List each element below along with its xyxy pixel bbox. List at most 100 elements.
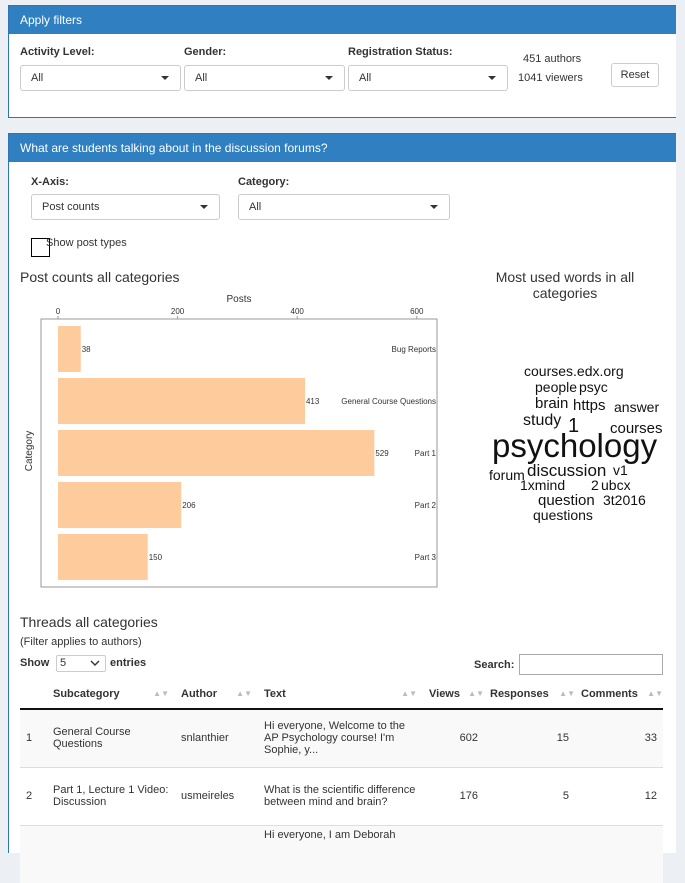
row-index: 2 <box>20 766 47 825</box>
row-text: What is the scientific difference betwee… <box>258 766 423 825</box>
column-header-subcategory[interactable]: Subcategory ▲▼ <box>47 679 175 710</box>
data-label: 529 <box>375 449 389 458</box>
category-label: Part 1 <box>415 449 437 458</box>
column-header-views[interactable]: Views ▲▼ <box>423 679 484 710</box>
word-cloud-word: discussion <box>527 461 607 480</box>
x-axis-select[interactable]: Post counts <box>31 194 220 220</box>
row-index: 1 <box>20 708 47 767</box>
activity-level-select[interactable]: All <box>20 65 181 91</box>
row-author: snlanthier <box>175 708 258 767</box>
word-cloud-word: courses <box>610 420 663 437</box>
viewers-count: 1041 viewers <box>518 72 583 84</box>
row-responses: 15 <box>484 708 575 767</box>
category-label: General Course Questions <box>341 397 436 406</box>
show-post-types-label: Show post types <box>46 237 127 249</box>
table-row[interactable]: 2 Part 1, Lecture 1 Video: Discussion us… <box>20 766 663 825</box>
gender-value: All <box>195 72 208 84</box>
bar-general-course-questions <box>58 378 305 424</box>
sort-icon: ▲▼ <box>559 689 575 698</box>
word-cloud-word: https <box>573 397 606 414</box>
bar-part-1 <box>58 430 375 476</box>
word-cloud-word: questions <box>533 507 593 523</box>
word-cloud-word: 1xmind <box>520 477 566 493</box>
x-axis-title: Posts <box>226 294 251 305</box>
post-counts-chart: Posts 0 200 400 600 Category 38 Bug Reports 413 G… <box>24 294 438 588</box>
chevron-down-icon <box>200 205 208 209</box>
row-comments: 12 <box>575 766 663 825</box>
search-input[interactable] <box>519 654 663 675</box>
word-cloud: courses.edx.org people psyc brain https answe… <box>474 364 674 534</box>
word-cloud-word: people <box>535 379 578 395</box>
row-subcategory: Part 1, Lecture 1 Video: Discussion <box>47 766 175 825</box>
chevron-down-icon <box>90 660 100 666</box>
x-axis-label: X-Axis: <box>31 176 69 188</box>
word-cloud-word: v1 <box>613 462 628 478</box>
entries-select[interactable]: 5 <box>56 655 106 672</box>
y-axis-title: Category <box>24 431 35 472</box>
row-author: usmeireles <box>175 766 258 825</box>
column-header-label: Author <box>181 687 218 700</box>
chevron-down-icon <box>430 205 438 209</box>
filters-header: Apply filters <box>9 6 676 34</box>
word-cloud-word: answer <box>614 399 660 415</box>
table-row[interactable]: 1 General Course Questions snlanthier Hi… <box>20 708 663 767</box>
word-cloud-word: 1 <box>568 415 580 437</box>
forum-panel: What are students talking about in the d… <box>8 133 676 883</box>
registration-status-select[interactable]: All <box>348 65 508 91</box>
column-header-text[interactable]: Text ▲▼ <box>258 679 423 710</box>
word-cloud-word: question <box>538 492 595 509</box>
row-subcategory: General Course Questions <box>47 708 175 767</box>
sort-icon: ▲▼ <box>468 689 484 698</box>
category-value: All <box>249 201 262 213</box>
sort-icon: ▲▼ <box>647 689 663 698</box>
gender-label: Gender: <box>184 46 227 58</box>
show-post-types-checkbox[interactable] <box>31 238 50 257</box>
authors-count: 451 authors <box>523 53 582 65</box>
word-cloud-word: study <box>523 412 562 429</box>
activity-level-value: All <box>31 72 44 84</box>
row-views <box>423 824 484 883</box>
forum-header: What are students talking about in the d… <box>9 134 676 162</box>
column-header-label: Subcategory <box>53 687 120 700</box>
row-views: 176 <box>423 766 484 825</box>
show-label: Show <box>20 657 50 669</box>
column-header-label: Text <box>264 687 286 700</box>
chevron-down-icon <box>161 76 169 80</box>
column-header-index[interactable] <box>20 679 47 710</box>
column-header-responses[interactable]: Responses ▲▼ <box>484 679 575 710</box>
column-header-comments[interactable]: Comments ▲▼ <box>575 679 663 710</box>
chevron-down-icon <box>488 76 496 80</box>
word-cloud-word: psychology <box>492 427 658 464</box>
table-row[interactable]: Hi everyone, I am Deborah <box>20 824 663 883</box>
row-comments <box>575 824 663 883</box>
row-text: Hi everyone, I am Deborah <box>258 824 423 883</box>
sort-icon: ▲▼ <box>153 689 169 698</box>
activity-level-label: Activity Level: <box>20 46 95 58</box>
gender-select[interactable]: All <box>184 65 345 91</box>
word-cloud-word: ubcx <box>601 477 631 493</box>
word-cloud-word: brain <box>535 395 569 412</box>
bar-part-3 <box>58 534 148 580</box>
word-cloud-word: courses.edx.org <box>524 363 624 379</box>
word-cloud-word: 3t2016 <box>603 492 646 508</box>
row-views: 602 <box>423 708 484 767</box>
registration-status-value: All <box>359 72 372 84</box>
word-cloud-word: forum <box>489 467 525 483</box>
category-label: Part 2 <box>415 501 437 510</box>
row-responses: 5 <box>484 766 575 825</box>
threads-note: (Filter applies to authors) <box>20 636 142 648</box>
category-label: Bug Reports <box>392 345 436 354</box>
column-header-author[interactable]: Author ▲▼ <box>175 679 258 710</box>
reset-button[interactable]: Reset <box>611 63 659 87</box>
category-select[interactable]: All <box>238 194 450 220</box>
chevron-down-icon <box>325 76 333 80</box>
category-label: Category: <box>238 176 290 188</box>
column-header-label: Responses <box>490 687 549 700</box>
data-label: 150 <box>149 553 163 562</box>
entries-value: 5 <box>60 657 67 669</box>
row-text: Hi everyone, Welcome to the AP Psycholog… <box>258 708 423 767</box>
row-responses <box>484 824 575 883</box>
row-comments: 33 <box>575 708 663 767</box>
chart-title: Post counts all categories <box>20 269 180 285</box>
x-tick-label: 0 <box>56 307 61 316</box>
